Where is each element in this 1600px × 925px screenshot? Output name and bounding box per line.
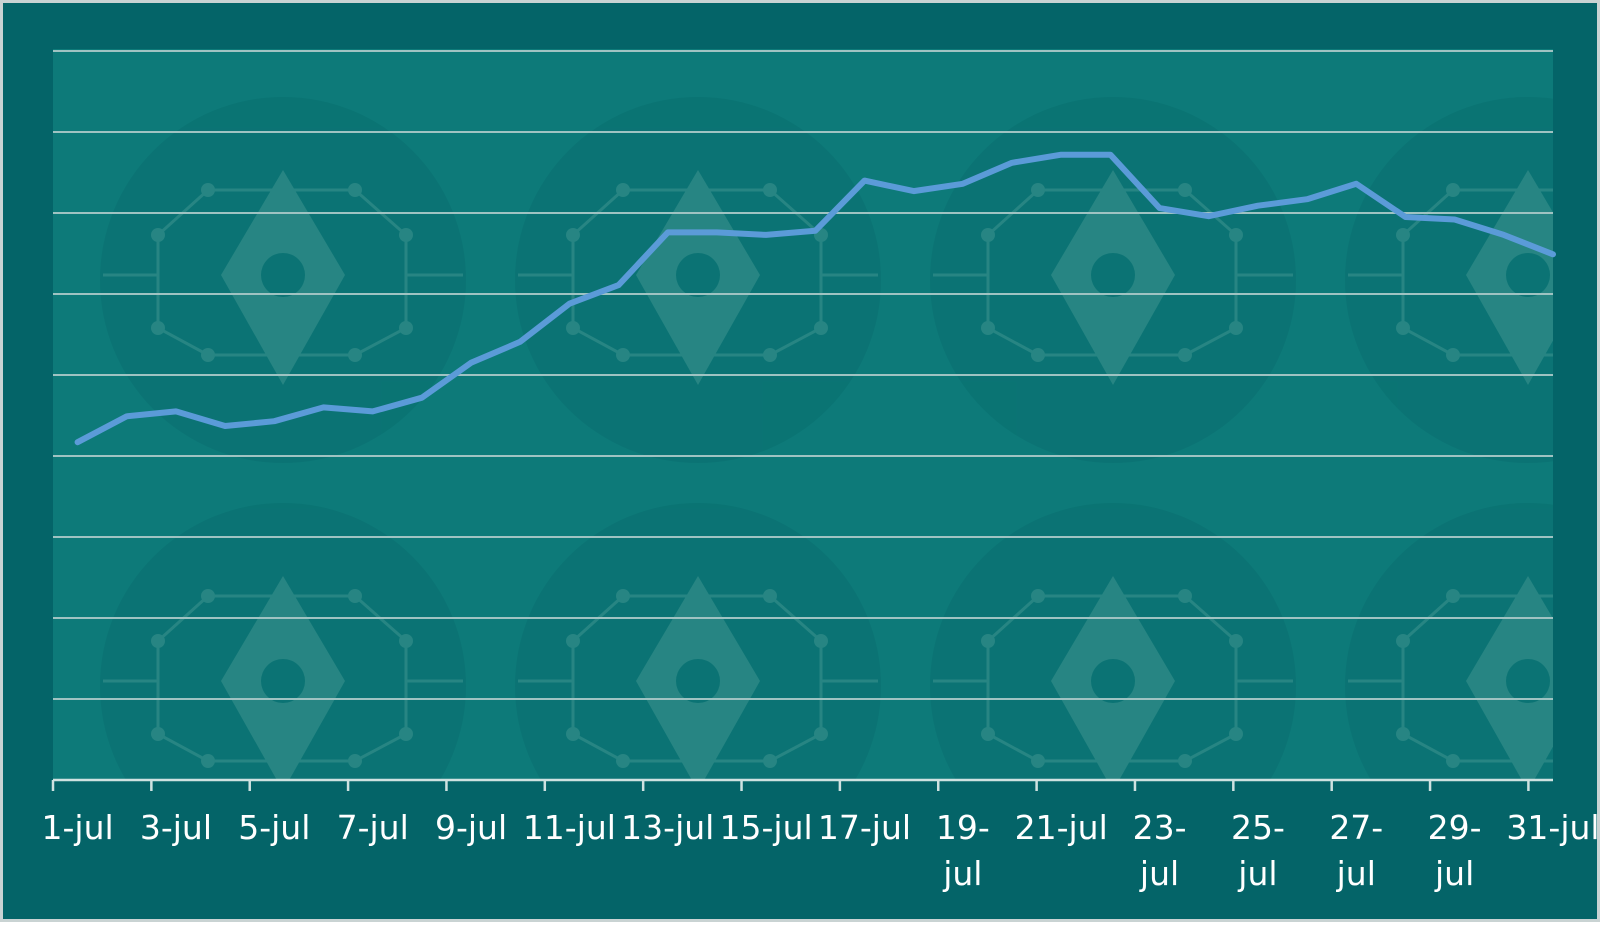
x-tick-label: jul [1434,854,1474,893]
x-tick-label: 5-jul [238,808,310,847]
x-tick-label: 3-jul [140,808,212,847]
x-tick-label: 11-jul [523,808,616,847]
watermark-logo [930,503,1296,780]
x-tick-label: jul [1336,854,1376,893]
x-tick-label: jul [942,854,982,893]
watermark-logo [930,97,1296,463]
x-tick-label: 9-jul [435,808,507,847]
x-tick-label: 29- [1428,808,1482,847]
x-tick-label: 1-jul [42,808,114,847]
x-tick-label: 31-jul [1506,808,1599,847]
watermark-logo [515,503,881,780]
line-chart: 1-jul 3-jul 5-jul 7-jul 9-jul 11-jul 13-jul 15-… [42,49,1600,893]
x-tick-label: 23- [1133,808,1187,847]
x-tick-label: 27- [1329,808,1383,847]
series-layer [74,151,1556,446]
x-tick-label: 25- [1231,808,1285,847]
watermark-logo [100,503,466,780]
watermark-pattern [100,97,1553,780]
x-tick-label: 21-jul [1015,808,1108,847]
x-tick-label: 13-jul [621,808,714,847]
watermark-logo [1345,97,1553,463]
watermark-logo [1345,503,1553,780]
series-line [74,151,1556,446]
watermark-logo [515,97,881,463]
x-tick-label: 17-jul [818,808,911,847]
watermark-logo [100,97,466,463]
x-tick-label: 19- [936,808,990,847]
x-tick-label: jul [1139,854,1179,893]
x-tick-label: 7-jul [337,808,409,847]
x-tick-label: 15-jul [720,808,813,847]
gridlines [53,50,1553,700]
x-axis: 1-jul 3-jul 5-jul 7-jul 9-jul 11-jul 13-jul 15-… [42,778,1600,893]
x-tick-label: jul [1237,854,1277,893]
